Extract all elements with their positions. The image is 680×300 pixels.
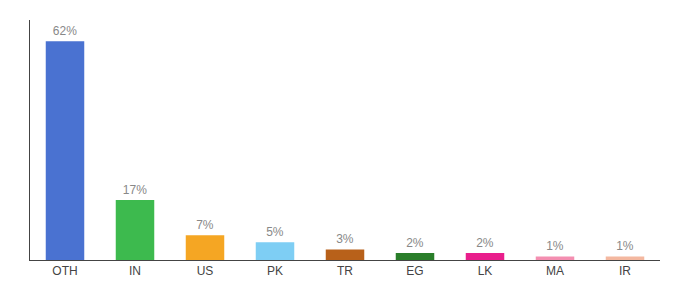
- svg-text:EG: EG: [406, 264, 423, 278]
- svg-text:1%: 1%: [546, 239, 564, 253]
- svg-text:1%: 1%: [616, 239, 634, 253]
- svg-text:7%: 7%: [196, 218, 214, 232]
- svg-text:2%: 2%: [476, 236, 494, 250]
- svg-text:TR: TR: [337, 264, 353, 278]
- svg-text:MA: MA: [546, 264, 564, 278]
- svg-text:IN: IN: [129, 264, 141, 278]
- svg-text:5%: 5%: [266, 225, 284, 239]
- svg-text:17%: 17%: [123, 183, 147, 197]
- svg-text:PK: PK: [267, 264, 283, 278]
- svg-text:LK: LK: [478, 264, 493, 278]
- svg-text:2%: 2%: [406, 236, 424, 250]
- svg-text:OTH: OTH: [52, 264, 77, 278]
- svg-text:IR: IR: [619, 264, 631, 278]
- svg-text:3%: 3%: [336, 232, 354, 246]
- svg-text:62%: 62%: [53, 24, 77, 38]
- svg-text:US: US: [197, 264, 214, 278]
